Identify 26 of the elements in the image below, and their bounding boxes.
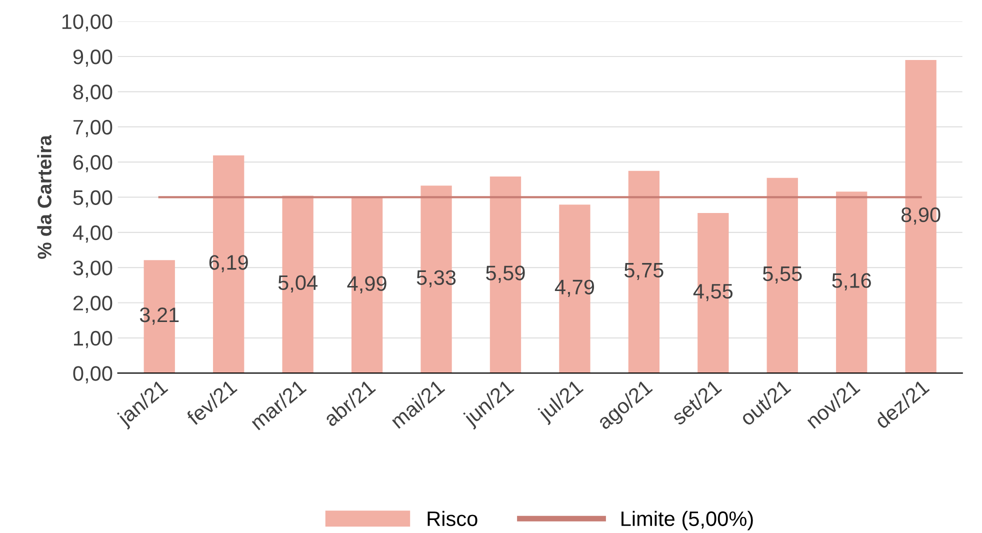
y-tick-label: 2,00 xyxy=(73,296,112,313)
data-label: 8,90 xyxy=(901,207,940,225)
data-label: 5,75 xyxy=(624,263,664,280)
data-label: 6,19 xyxy=(209,255,248,272)
y-tick-label: 10,00 xyxy=(62,14,112,32)
y-tick-label: 1,00 xyxy=(74,330,112,348)
data-label: 4,79 xyxy=(554,280,594,297)
y-tick-label: 6,00 xyxy=(73,155,112,172)
legend-label: Limite (5,00%) xyxy=(622,510,753,530)
data-label: 4,99 xyxy=(347,276,386,294)
y-tick-label: 7,00 xyxy=(74,120,112,138)
data-label: 5,59 xyxy=(486,266,525,283)
data-label: 4,55 xyxy=(693,284,733,302)
y-tick-label: 9,00 xyxy=(73,50,112,67)
legend-label: Risco xyxy=(428,510,478,526)
data-label: 5,04 xyxy=(278,275,318,293)
data-label: 5,16 xyxy=(832,273,871,290)
y-tick-label: 0,00 xyxy=(73,366,112,384)
y-tick-label: 8,00 xyxy=(73,84,112,102)
data-label: 3,21 xyxy=(140,307,179,325)
data-label: 5,33 xyxy=(416,270,456,288)
y-tick-label: 4,00 xyxy=(72,225,112,243)
y-tick-label: 5,00 xyxy=(73,190,112,208)
y-axis-title: % da Carteira xyxy=(37,134,52,259)
y-tick-label: 3,00 xyxy=(73,260,112,278)
data-label: 5,55 xyxy=(762,266,802,284)
